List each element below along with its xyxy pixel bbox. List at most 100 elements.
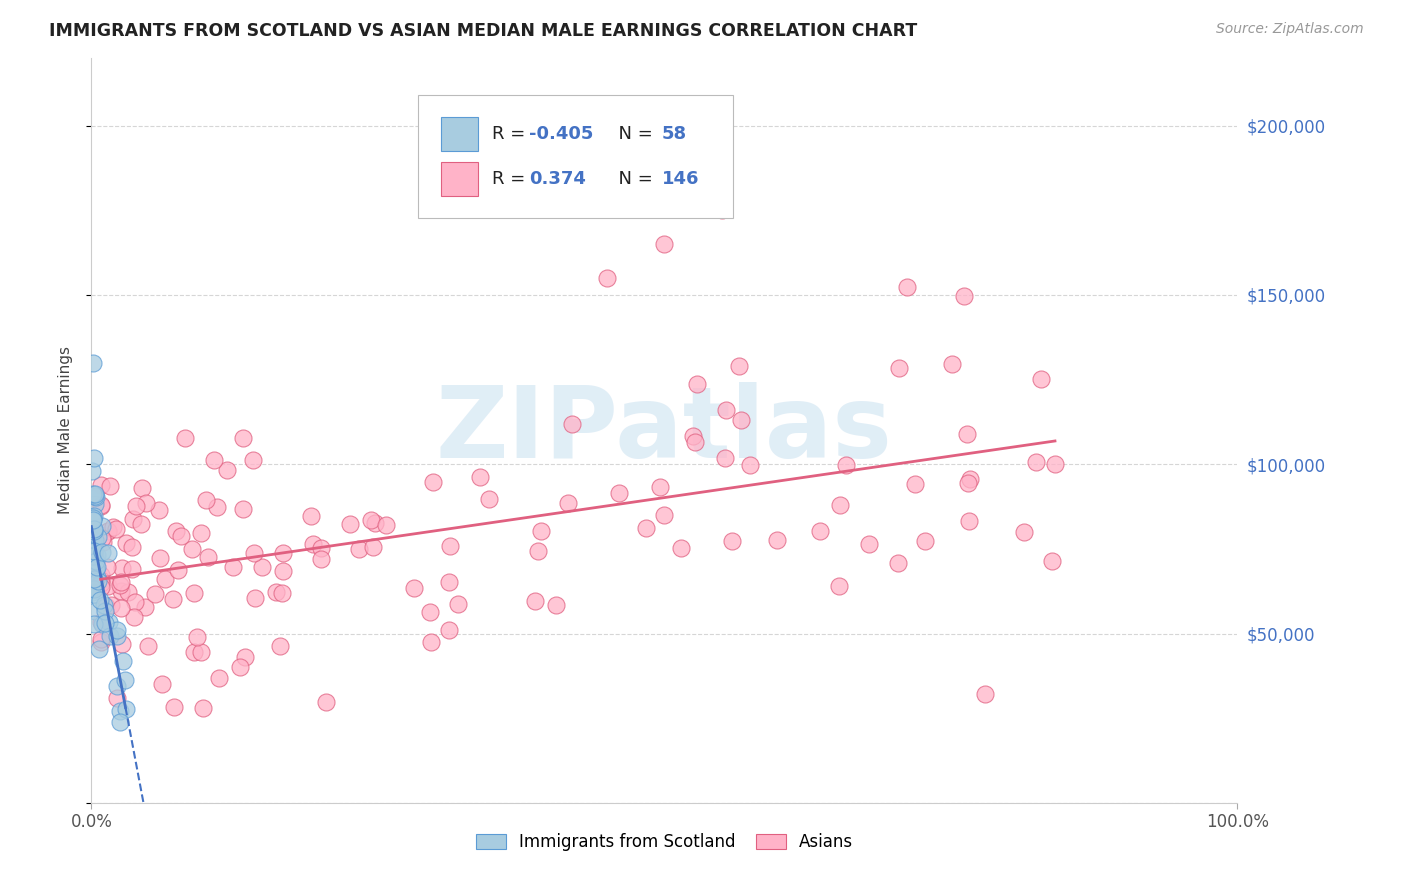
- Point: [90, 499, 112, 513]
- Point: [91, 534, 114, 549]
- Text: 58: 58: [662, 125, 688, 143]
- Point: [170, 529, 193, 543]
- Point: [302, 536, 325, 550]
- Text: 146: 146: [662, 169, 700, 187]
- Point: [134, 599, 156, 614]
- Point: [728, 359, 751, 373]
- Point: [82, 356, 104, 370]
- Point: [110, 574, 132, 589]
- Point: [108, 714, 131, 729]
- Point: [100, 599, 122, 613]
- Point: [94, 604, 117, 618]
- Text: 0.374: 0.374: [529, 169, 586, 187]
- Point: [91, 616, 114, 631]
- Point: [80, 543, 103, 558]
- Point: [194, 492, 217, 507]
- Point: [163, 700, 186, 714]
- Point: [422, 475, 444, 489]
- Point: [96, 559, 118, 574]
- FancyBboxPatch shape: [441, 117, 478, 151]
- Point: [264, 584, 287, 599]
- Point: [97, 524, 120, 538]
- Point: [941, 357, 963, 371]
- Point: [530, 524, 553, 538]
- Point: [98, 629, 121, 643]
- Point: [83, 522, 105, 536]
- Point: [439, 539, 461, 553]
- Point: [721, 534, 744, 549]
- Point: [730, 413, 752, 427]
- Point: [105, 679, 128, 693]
- Point: [557, 496, 579, 510]
- Point: [89, 592, 111, 607]
- Point: [439, 623, 461, 637]
- Point: [83, 497, 105, 511]
- Point: [205, 500, 228, 514]
- Point: [215, 463, 238, 477]
- Point: [101, 520, 124, 534]
- Point: [648, 480, 671, 494]
- Point: [374, 517, 396, 532]
- Point: [1014, 525, 1036, 540]
- Point: [82, 509, 104, 524]
- Point: [896, 280, 918, 294]
- Point: [124, 595, 146, 609]
- Point: [93, 599, 115, 613]
- Point: [129, 517, 152, 532]
- Point: [86, 559, 108, 574]
- Point: [190, 526, 212, 541]
- Point: [402, 581, 425, 595]
- Point: [82, 585, 104, 599]
- Point: [1043, 457, 1066, 471]
- Point: [104, 522, 127, 536]
- Point: [183, 586, 205, 600]
- Point: [82, 511, 104, 525]
- Point: [80, 581, 103, 595]
- Point: [114, 702, 136, 716]
- Point: [208, 671, 231, 685]
- Point: [252, 559, 274, 574]
- Point: [271, 586, 294, 600]
- Point: [858, 537, 880, 551]
- Point: [686, 376, 709, 391]
- Point: [90, 580, 112, 594]
- Point: [84, 560, 107, 574]
- Point: [121, 562, 143, 576]
- Point: [652, 508, 675, 522]
- Point: [478, 492, 501, 507]
- Legend: Immigrants from Scotland, Asians: Immigrants from Scotland, Asians: [470, 827, 859, 858]
- Point: [90, 531, 112, 545]
- Point: [166, 563, 188, 577]
- Point: [682, 428, 704, 442]
- Point: [148, 551, 170, 566]
- Point: [84, 554, 107, 568]
- Point: [131, 481, 153, 495]
- Point: [124, 500, 146, 514]
- Point: [446, 597, 468, 611]
- Point: [86, 562, 108, 576]
- Text: Source: ZipAtlas.com: Source: ZipAtlas.com: [1216, 22, 1364, 37]
- Point: [835, 458, 858, 473]
- Point: [87, 642, 110, 657]
- Point: [914, 533, 936, 548]
- Point: [607, 485, 630, 500]
- Point: [828, 579, 851, 593]
- Text: R =: R =: [492, 169, 531, 187]
- Text: ZIPatlas: ZIPatlas: [436, 382, 893, 479]
- Point: [349, 541, 371, 556]
- Point: [419, 605, 441, 619]
- Point: [83, 533, 105, 548]
- Point: [886, 556, 908, 570]
- Point: [190, 644, 212, 658]
- Point: [437, 575, 460, 590]
- Point: [714, 451, 737, 466]
- Point: [90, 568, 112, 582]
- Point: [148, 503, 170, 517]
- Point: [82, 486, 104, 500]
- Point: [110, 583, 132, 598]
- Point: [111, 637, 134, 651]
- Point: [1025, 454, 1047, 468]
- Point: [90, 635, 112, 649]
- Point: [83, 572, 105, 586]
- Point: [83, 604, 105, 618]
